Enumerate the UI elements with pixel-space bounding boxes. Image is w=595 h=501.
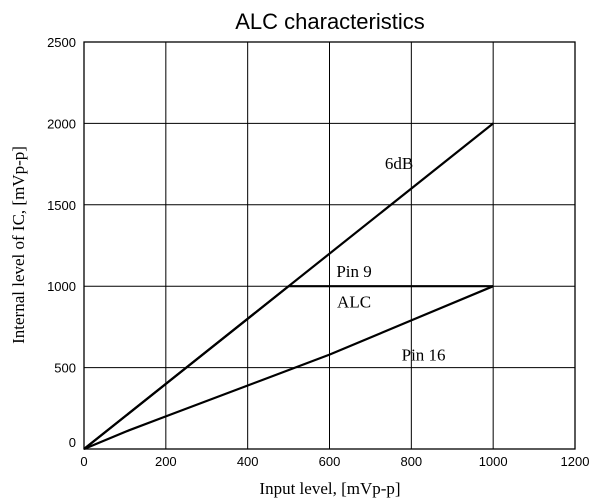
- x-tick-label: 1000: [479, 454, 508, 469]
- y-tick-label: 0: [69, 435, 76, 450]
- x-tick-labels: 0 200 400 600 800 1000 1200: [80, 454, 589, 469]
- x-tick-label: 800: [400, 454, 422, 469]
- annotations: 6dB Pin 9 ALC Pin 16: [336, 154, 445, 364]
- series-line-2: [83, 285, 494, 450]
- annotation-label: ALC: [337, 292, 371, 311]
- x-tick-label: 1200: [561, 454, 590, 469]
- y-tick-label: 1500: [47, 198, 76, 213]
- y-tick-label: 2500: [47, 35, 76, 50]
- y-axis-label: Internal level of IC, [mVp-p]: [9, 146, 28, 344]
- x-tick-label: 400: [237, 454, 259, 469]
- annotation-label: Pin 9: [336, 262, 371, 281]
- series-line-3: [83, 285, 494, 451]
- y-tick-label: 1000: [47, 279, 76, 294]
- x-tick-label: 200: [155, 454, 177, 469]
- y-tick-labels: 0 500 1000 1500 2000 2500: [47, 35, 76, 450]
- y-tick-label: 500: [54, 361, 76, 376]
- plot-frame: [83, 41, 576, 450]
- annotation-label: Pin 16: [402, 345, 446, 364]
- grid: [84, 42, 575, 449]
- chart-title: ALC characteristics: [235, 9, 425, 34]
- y-tick-label: 2000: [47, 116, 76, 131]
- series-lines: [83, 122, 494, 451]
- x-tick-label: 600: [319, 454, 341, 469]
- annotation-label: 6dB: [385, 154, 413, 173]
- x-tick-label: 0: [80, 454, 87, 469]
- x-axis-label: Input level, [mVp-p]: [259, 479, 400, 498]
